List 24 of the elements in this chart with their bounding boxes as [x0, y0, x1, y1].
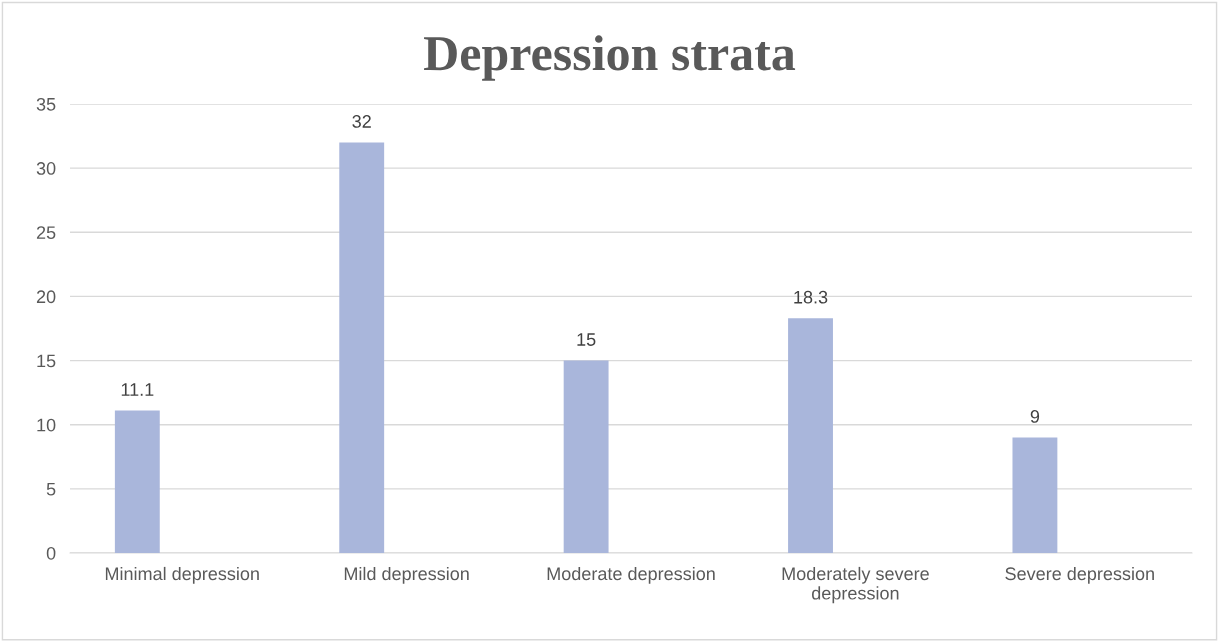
y-tick-label: 25 — [36, 226, 56, 240]
x-tick-label: Severe depression — [1005, 566, 1154, 584]
data-label: 11.1 — [121, 383, 154, 396]
x-tick-label: Minimal depression — [105, 566, 259, 584]
bar — [114, 410, 160, 553]
y-tick-label: 30 — [36, 162, 56, 175]
x-tick-label: Mild depression — [344, 566, 469, 584]
y-tick-label: 0 — [46, 546, 56, 560]
bar — [339, 142, 385, 553]
y-tick-label: 5 — [46, 482, 56, 496]
chart-title: Depression strata — [424, 35, 796, 81]
bar — [1012, 437, 1058, 553]
data-label: 18.3 — [794, 290, 828, 304]
data-label: 32 — [352, 115, 371, 128]
data-label: 9 — [1030, 410, 1040, 423]
bar — [563, 360, 609, 553]
y-tick-label: 20 — [36, 290, 56, 304]
y-tick-label: 15 — [37, 354, 56, 368]
y-tick-label: 35 — [36, 97, 56, 111]
data-label: 15 — [577, 333, 596, 346]
y-tick-label: 10 — [37, 418, 56, 432]
bar — [788, 318, 833, 553]
x-tick-label: Moderate depression — [547, 566, 715, 584]
x-tick-label: Moderately severe depression — [782, 566, 929, 604]
